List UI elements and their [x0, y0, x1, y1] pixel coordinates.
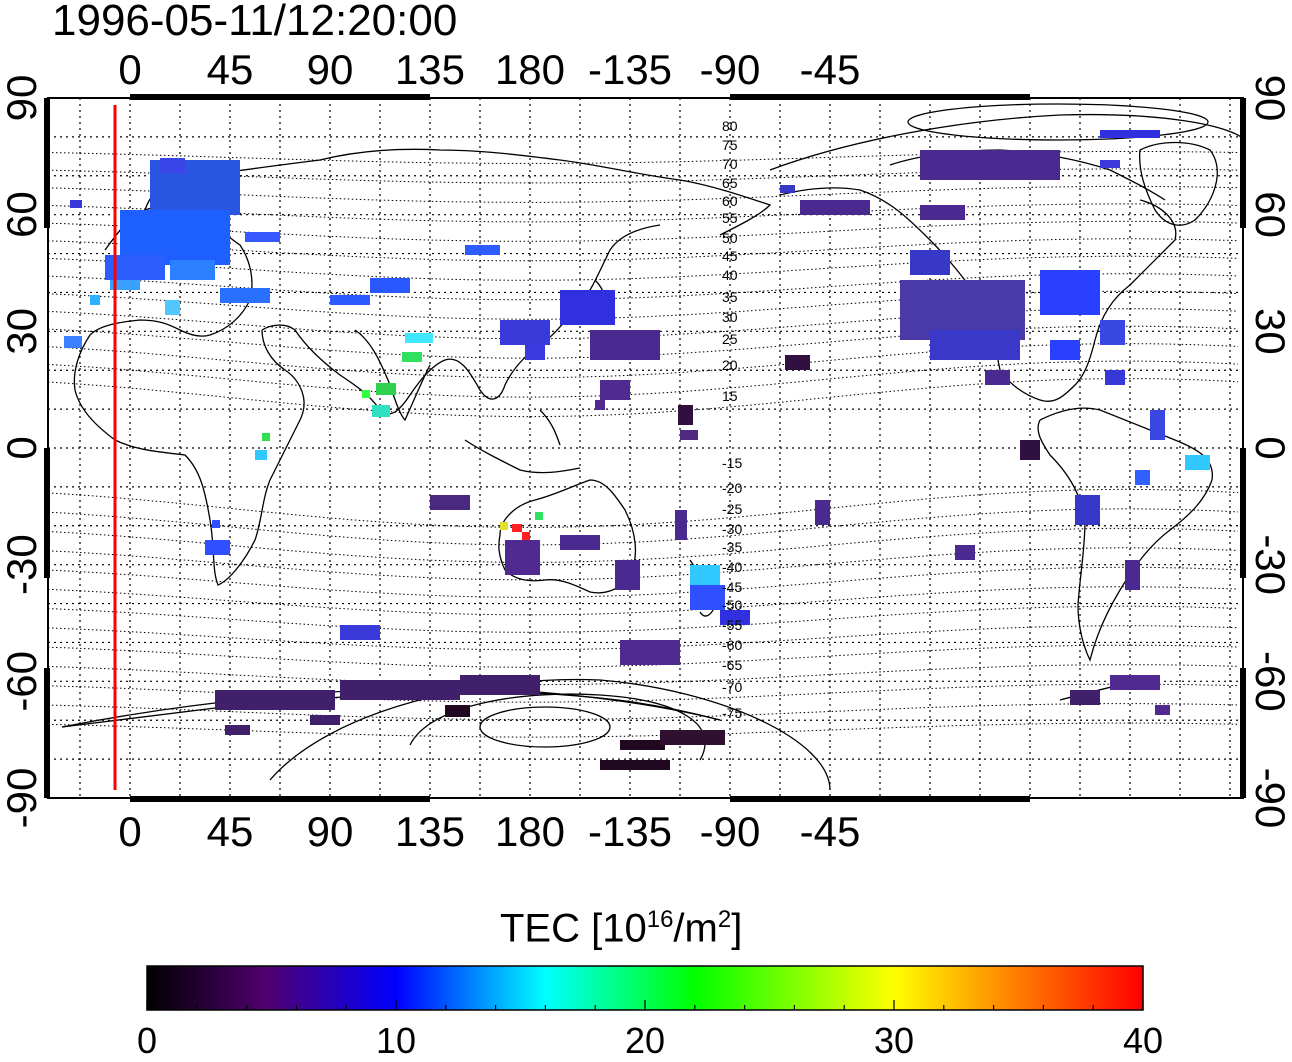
colorbar [146, 965, 1144, 1011]
magnetic-pole-contours [61, 103, 1243, 791]
left-lat-label: 90 [0, 75, 45, 122]
right-lat-label: 30 [1247, 308, 1292, 355]
left-lat-label: 30 [0, 308, 45, 355]
tec-observations-australia [430, 355, 810, 625]
mag-lat-label: -45 [722, 579, 742, 595]
tec-observations-asia [255, 245, 660, 460]
mag-lat-label: 60 [722, 193, 738, 209]
left-lat-label: 0 [0, 436, 45, 459]
bottom-lon-label: -45 [800, 808, 861, 855]
mag-lat-label: 50 [722, 230, 738, 246]
right-lat-label: 90 [1247, 75, 1292, 122]
mag-lat-label: -65 [722, 657, 742, 673]
right-lat-label: 0 [1247, 436, 1292, 459]
mag-lat-label: 15 [722, 388, 738, 404]
map-title: 1996-05-11/12:20:00 [52, 0, 458, 45]
colorbar-tick-label: 0 [136, 1020, 158, 1061]
mag-lat-label: -50 [722, 597, 742, 613]
colorbar-tick-label: 40 [1122, 1020, 1164, 1061]
mag-lat-label: -60 [722, 637, 742, 653]
mag-lat-label: 55 [722, 210, 738, 226]
mag-lat-label: -15 [722, 455, 742, 471]
top-lon-label: 45 [207, 46, 254, 93]
mag-lat-label: 30 [722, 309, 738, 325]
axis-labels: 0 45 90 135 180 -135 -90 -450 45 90 135 180 -135 -90-… [0, 46, 1292, 855]
mag-lat-label: 40 [722, 267, 738, 283]
mag-lat-label: -35 [722, 539, 742, 555]
left-lat-label: -30 [0, 534, 45, 595]
colorbar-tick-label: 20 [624, 1020, 666, 1061]
top-lon-label: -45 [800, 46, 861, 93]
colorbar-tick-label: 30 [873, 1020, 915, 1061]
left-lat-label: -90 [0, 768, 45, 829]
bottom-lon-label: -90 [700, 808, 761, 855]
bottom-lon-label: 45 [207, 808, 254, 855]
mag-lat-label: -70 [722, 679, 742, 695]
lat-lon-grid [48, 98, 1243, 798]
bottom-lon-label: 0 [118, 808, 141, 855]
bottom-lon-label: 135 [395, 808, 465, 855]
bottom-lon-label: 90 [307, 808, 354, 855]
left-lat-label: 60 [0, 191, 45, 238]
right-lat-label: -30 [1247, 534, 1292, 595]
mag-lat-label: -40 [722, 559, 742, 575]
right-lat-label: 60 [1247, 191, 1292, 238]
mag-lat-label: -75 [722, 705, 742, 721]
mag-lat-label: -55 [722, 617, 742, 633]
mag-lat-label: -25 [722, 501, 742, 517]
top-lon-label: 135 [395, 46, 465, 93]
mag-lat-label: -20 [722, 480, 742, 496]
tec-observations-southern-ocean [215, 625, 1170, 770]
colorbar-title: TEC [1016/m2] [500, 906, 743, 951]
right-lat-label: -90 [1247, 768, 1292, 829]
top-lon-label: 180 [495, 46, 565, 93]
bottom-lon-label: 180 [495, 808, 565, 855]
tec-observations-europe [64, 158, 280, 348]
mag-lat-label: 75 [722, 137, 738, 153]
colorbar-tick-label: 10 [375, 1020, 417, 1061]
right-lat-label: -60 [1247, 651, 1292, 712]
tec-observations-americas [205, 130, 1210, 590]
mag-lat-label: 45 [722, 248, 738, 264]
mag-lat-label: 35 [722, 289, 738, 305]
bottom-lon-label: -135 [588, 808, 672, 855]
frame-bars [44, 94, 1246, 802]
mag-lat-label: 25 [722, 331, 738, 347]
mag-lat-label: 65 [722, 175, 738, 191]
mag-lat-label: 70 [722, 156, 738, 172]
top-lon-label: -90 [700, 46, 761, 93]
mag-lat-label: -30 [722, 521, 742, 537]
mag-lat-label: 20 [722, 357, 738, 373]
mag-lat-label: 80 [722, 118, 738, 134]
top-lon-label: -135 [588, 46, 672, 93]
left-lat-label: -60 [0, 651, 45, 712]
top-lon-label: 0 [118, 46, 141, 93]
top-lon-label: 90 [307, 46, 354, 93]
